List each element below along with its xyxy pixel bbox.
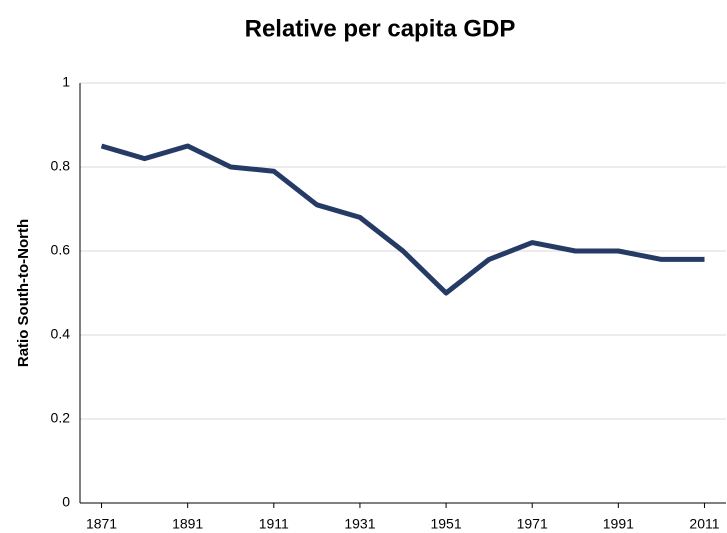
x-tick-label: 1911 bbox=[259, 516, 289, 532]
y-tick-label: 0.6 bbox=[51, 242, 71, 258]
x-tick-label: 1991 bbox=[603, 516, 634, 532]
data-line bbox=[100, 143, 705, 296]
y-tick-label: 0.4 bbox=[51, 326, 71, 342]
x-tick-label: 1951 bbox=[430, 516, 461, 532]
y-axis-label: Ratio South-to-North bbox=[15, 219, 32, 367]
x-tick-label: 1871 bbox=[86, 516, 117, 532]
y-tick-label: 0.8 bbox=[51, 158, 71, 174]
y-tick-label: 0 bbox=[62, 494, 70, 510]
x-tick-label: 1971 bbox=[517, 516, 548, 532]
y-tick-label: 1 bbox=[62, 74, 70, 90]
x-tick-label: 1931 bbox=[344, 516, 375, 532]
y-tick-label: 0.2 bbox=[51, 410, 71, 426]
x-tick-label: 2011 bbox=[689, 516, 719, 532]
x-tick-label: 1891 bbox=[172, 516, 203, 532]
chart-title: Relative per capita GDP bbox=[245, 15, 516, 42]
